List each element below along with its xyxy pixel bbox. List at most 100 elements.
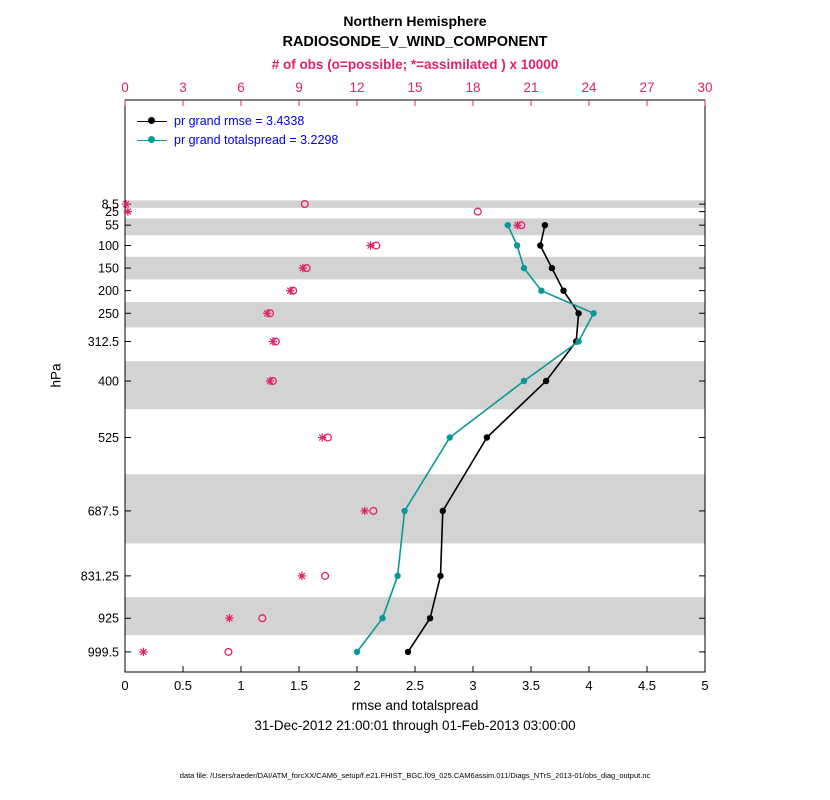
possible-obs-marker xyxy=(224,647,233,656)
legend-label-totalspread: pr grand totalspread = 3.2298 xyxy=(174,133,339,147)
pressure-layer-band xyxy=(125,200,705,208)
y-tick-label: 25 xyxy=(105,205,119,219)
obs-tick-label: 24 xyxy=(581,80,597,95)
legend-item-rmse: pr grand rmse = 3.4338 xyxy=(137,113,338,129)
totalspread-marker xyxy=(513,242,521,249)
x-tick-label: 3.5 xyxy=(522,678,540,693)
assimilated-obs-marker xyxy=(122,200,130,208)
assimilated-obs-marker xyxy=(266,377,274,385)
assimilated-obs-marker xyxy=(299,264,307,272)
totalspread-marker xyxy=(353,648,361,656)
y-tick-label: 831.25 xyxy=(81,569,119,583)
x-tick-label: 1 xyxy=(237,678,244,693)
rmse-marker xyxy=(560,287,567,294)
legend-label-rmse: pr grand rmse = 3.4338 xyxy=(174,114,305,128)
possible-obs-marker xyxy=(369,506,378,515)
x-tick-label: 0 xyxy=(121,678,128,693)
x-axis-label: rmse and totalspread xyxy=(351,698,479,713)
rmse-marker xyxy=(575,310,582,317)
assimilated-obs-marker xyxy=(298,572,306,580)
totalspread-marker xyxy=(504,222,511,229)
obs-tick-label: 9 xyxy=(295,80,303,95)
rmse-marker xyxy=(548,264,556,272)
obs-tick-label: 15 xyxy=(407,80,422,95)
y-tick-label: 400 xyxy=(98,375,119,389)
chart-title-line1: Northern Hemisphere xyxy=(343,13,487,29)
rmse-marker xyxy=(537,242,544,249)
possible-obs-marker xyxy=(321,571,330,580)
pressure-layer-band xyxy=(125,302,705,328)
pressure-layer-band xyxy=(125,256,705,280)
x-tick-label: 4 xyxy=(585,678,592,693)
x-tick-label: 1.5 xyxy=(290,678,308,693)
obs-tick-label: 3 xyxy=(179,80,187,95)
legend: pr grand rmse = 3.4338 pr grand totalspr… xyxy=(137,113,338,148)
x-tick-label: 5 xyxy=(701,678,708,693)
rmse-marker xyxy=(541,222,549,229)
legend-line-sample-totalspread xyxy=(137,136,167,144)
totalspread-marker xyxy=(538,287,545,294)
assimilated-obs-marker xyxy=(124,208,132,216)
x-tick-label: 2 xyxy=(353,678,360,693)
y-tick-label: 250 xyxy=(98,307,119,321)
y-tick-label: 999.5 xyxy=(88,645,119,659)
assimilated-obs-marker xyxy=(286,287,294,295)
totalspread-marker xyxy=(379,615,386,622)
totalspread-marker xyxy=(446,434,453,441)
rmse-marker xyxy=(404,648,412,656)
totalspread-marker xyxy=(401,507,408,515)
possible-obs-marker xyxy=(258,614,267,623)
rmse-line xyxy=(407,225,580,653)
y-tick-label: 55 xyxy=(105,219,119,233)
totalspread-marker xyxy=(394,572,401,580)
assimilated-obs-marker xyxy=(225,614,233,622)
x-tick-label: 4.5 xyxy=(638,678,656,693)
legend-line-sample-rmse xyxy=(137,117,167,125)
totalspread-marker xyxy=(590,310,597,317)
obs-tick-label: 27 xyxy=(639,80,654,95)
pressure-layer-band xyxy=(125,218,705,236)
obs-tick-label: 18 xyxy=(465,80,480,95)
x-tick-label: 0.5 xyxy=(174,678,192,693)
obs-tick-label: 30 xyxy=(697,80,712,95)
possible-obs-marker xyxy=(300,200,309,209)
assimilated-obs-marker xyxy=(361,507,369,515)
obs-tick-label: 6 xyxy=(237,80,245,95)
y-tick-label: 925 xyxy=(98,612,119,626)
rmse-marker xyxy=(542,377,550,385)
y-tick-label: 200 xyxy=(98,284,119,298)
y-tick-label: 150 xyxy=(98,262,119,276)
legend-item-totalspread: pr grand totalspread = 3.2298 xyxy=(137,132,338,148)
data-file-path: data file: /Users/raeder/DAI/ATM_forcXX/… xyxy=(179,771,651,780)
rmse-marker xyxy=(439,507,446,515)
legend-marker-totalspread xyxy=(148,136,155,144)
assimilated-obs-marker xyxy=(514,221,521,229)
assimilated-obs-marker xyxy=(367,242,374,249)
x-tick-label: 2.5 xyxy=(406,678,424,693)
totalspread-line xyxy=(356,224,595,653)
y-tick-label: 687.5 xyxy=(88,504,119,518)
rmse-marker xyxy=(426,615,434,622)
y-tick-label: 312.5 xyxy=(88,335,119,349)
assimilated-obs-marker xyxy=(139,648,147,656)
legend-marker-rmse xyxy=(148,117,155,125)
pressure-layer-band xyxy=(125,597,705,636)
totalspread-marker xyxy=(520,264,528,272)
assimilated-obs-marker xyxy=(318,434,326,441)
obs-tick-label: 0 xyxy=(121,80,129,95)
obs-tick-label: 21 xyxy=(523,80,538,95)
possible-obs-marker xyxy=(473,207,482,216)
obs-axis-title: # of obs (o=possible; *=assimilated ) x … xyxy=(271,57,559,72)
pressure-layer-band xyxy=(125,361,705,410)
y-tick-label: 525 xyxy=(98,431,119,445)
y-tick-label: 8.5 xyxy=(102,198,119,212)
y-tick-label: 100 xyxy=(98,239,119,253)
date-range-label: 31-Dec-2012 21:00:01 through 01-Feb-2013… xyxy=(254,718,576,733)
assimilated-obs-marker xyxy=(269,338,277,345)
rmse-marker xyxy=(437,572,444,580)
totalspread-marker xyxy=(520,377,528,385)
chart-title-line2: RADIOSONDE_V_WIND_COMPONENT xyxy=(282,34,548,50)
x-tick-label: 3 xyxy=(469,678,476,693)
